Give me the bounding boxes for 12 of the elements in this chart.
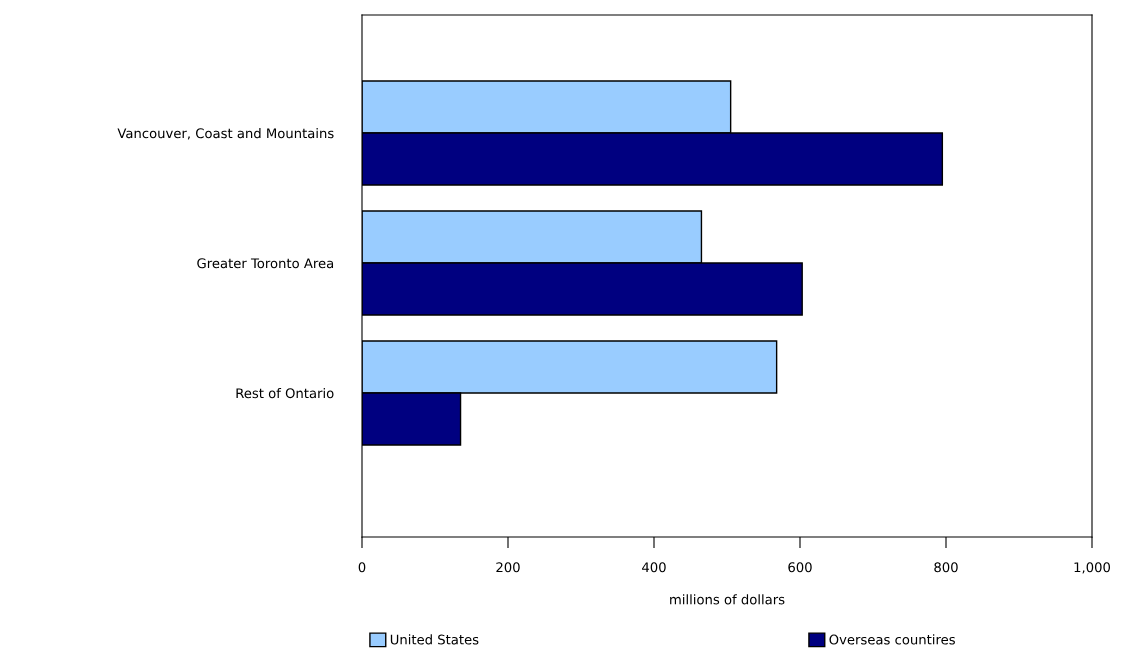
y-tick-label: Rest of Ontario [236,387,334,399]
x-tick-label: 400 [642,562,666,573]
x-axis-title: millions of dollars [670,594,785,605]
x-tick-label: 600 [788,562,812,573]
legend-label: United States [390,634,479,645]
x-tick-label: 800 [934,562,958,573]
y-tick-label: Vancouver, Coast and Mountains [117,128,334,140]
x-tick-label: 0 [358,562,366,573]
legend-label: Overseas countires [829,634,955,645]
y-tick-label: Greater Toronto Area [197,258,334,269]
x-tick-label: 200 [496,562,520,573]
x-tick-label: 1,000 [1074,562,1111,574]
